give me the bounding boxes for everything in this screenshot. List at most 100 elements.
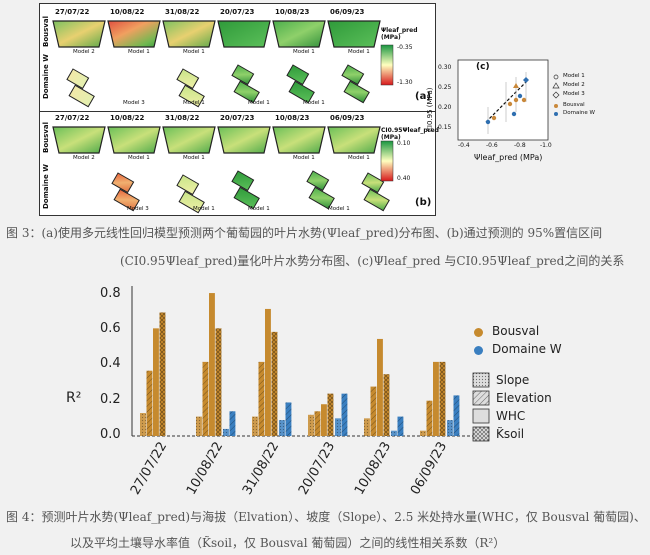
legend-label-ksoil: K̃soil — [496, 427, 525, 441]
panel-label-a: (a) — [415, 91, 431, 102]
model-label: Model 1 — [293, 49, 315, 55]
model-label: Model 1 — [348, 49, 370, 55]
model-label: Model 1 — [183, 155, 205, 161]
model-label: Model 1 — [303, 100, 325, 106]
bar-bousval-pattern — [140, 413, 146, 436]
bar-bousval-pattern — [196, 416, 202, 436]
bar-bousval-pattern — [433, 361, 439, 436]
x-tick: -1.0 — [540, 142, 552, 149]
bar-domaine-pattern — [285, 402, 292, 436]
bar-bousval-pattern — [153, 328, 159, 436]
y-tick: 0.25 — [438, 84, 452, 91]
figure-3: 27/07/22 10/08/22 31/08/22 20/07/23 10/0… — [39, 3, 439, 216]
bar-bousval-pattern — [370, 386, 377, 436]
legend-label: Model 3 — [563, 91, 585, 97]
y-axis-label: CI0.95 (MPa) — [426, 87, 434, 132]
bar-bousval-pattern — [377, 338, 383, 436]
date-label: 20/07/23 — [220, 8, 255, 16]
date-label: 06/09/23 — [330, 114, 365, 122]
bar-domaine-pattern — [335, 418, 341, 436]
bar-bousval-pattern — [364, 418, 370, 436]
bar-bousval-pattern — [308, 414, 314, 436]
y-axis-label: R² — [66, 390, 82, 406]
bar-domaine-pattern — [279, 420, 285, 436]
legend-label: Model 2 — [563, 82, 585, 88]
bar-bousval-pattern — [383, 374, 390, 436]
bar-bousval-pattern — [215, 328, 222, 436]
panel-c: (c) 0.30 0.25 0.20 0.15 -0.4 -0.6 -0.8 -… — [426, 52, 646, 170]
bar-bousval-pattern — [146, 370, 153, 436]
legend-label-whc: WHC — [496, 409, 526, 423]
y-tick-label: 0.4 — [100, 356, 121, 372]
y-tick: 0.15 — [438, 124, 452, 131]
model-label: Model 3 — [123, 100, 145, 106]
date-label: 20/07/23 — [220, 114, 255, 122]
legend-label-bousval: Bousval — [492, 324, 540, 338]
date-label: 10/08/23 — [275, 8, 310, 16]
model-label: Model 3 — [127, 206, 149, 212]
legend-label-slope: Slope — [496, 373, 530, 387]
bar-bousval-pattern — [258, 361, 265, 436]
bar-bousval-pattern — [271, 331, 278, 436]
date-label: 10/08/22 — [110, 8, 145, 16]
model-label: Model 1 — [293, 155, 315, 161]
date-label: 27/07/22 — [55, 8, 90, 16]
bar-bousval-pattern — [209, 293, 215, 436]
colorbar-tick: -0.35 — [397, 44, 413, 51]
bar-domaine-pattern — [223, 428, 229, 436]
row-label-domaine: Domaine W — [42, 54, 50, 99]
x-tick: -0.8 — [514, 142, 526, 149]
colorbar-title: CI0.95Ψleaf_pred (MPa) — [381, 127, 439, 141]
panel-label-c: (c) — [476, 62, 490, 72]
panel-divider — [40, 111, 435, 112]
bar-domaine-pattern — [453, 395, 460, 436]
bar-bousval-pattern — [426, 400, 433, 436]
panel-b-maps — [52, 126, 394, 214]
figure-4-caption-line2: 以及平均土壤导水率值（K̃soil，仅 Bousval 葡萄园）之间的线性相关系… — [70, 536, 506, 550]
colorbar-tick: -1.30 — [397, 79, 413, 86]
bar-domaine-pattern — [341, 393, 348, 436]
bar-bousval-pattern — [265, 308, 271, 436]
model-label: Model 1 — [248, 206, 270, 212]
bar-bousval-pattern — [314, 411, 321, 436]
figure-4: R² 0.0 0.2 0.4 0.6 0.8 27/07/22 10/08/22 31/08… — [60, 278, 650, 503]
legend-label: Model 1 — [563, 73, 585, 79]
bar-domaine-pattern — [447, 420, 453, 436]
x-tick: -0.6 — [486, 142, 498, 149]
legend-label-elevation: Elevation — [496, 391, 552, 405]
figure-3-caption-line1: 图 3：(a)使用多元线性回归模型预测两个葡萄园的叶片水势(Ψleaf_pred… — [6, 226, 603, 240]
bar-domaine-pattern — [229, 411, 236, 436]
date-label: 27/07/22 — [55, 114, 90, 122]
y-tick: 0.30 — [438, 64, 452, 71]
panel-label-b: (b) — [415, 197, 432, 208]
x-tick: -0.4 — [458, 142, 470, 149]
figure-3-caption-line2: (CI0.95Ψleaf_pred)量化叶片水势分布图、(c)Ψleaf_pre… — [120, 254, 625, 268]
panel-c-scatter — [457, 59, 560, 141]
date-label: 10/08/22 — [110, 114, 145, 122]
colorbar-title: Ψleaf_pred (MPa) — [381, 27, 418, 41]
date-label: 06/09/23 — [330, 8, 365, 16]
bar-bousval-pattern — [321, 404, 327, 436]
date-label: 10/08/23 — [275, 114, 310, 122]
model-label: Model 1 — [183, 49, 205, 55]
bar-bousval-pattern — [420, 430, 426, 436]
model-label: Model 1 — [348, 155, 370, 161]
panel-a: 27/07/22 10/08/22 31/08/22 20/07/23 10/0… — [42, 7, 431, 108]
y-tick: 0.20 — [438, 104, 452, 111]
bar-domaine-pattern — [397, 416, 404, 436]
y-tick-label: 0.8 — [100, 285, 121, 301]
legend-label-domaine: Domaine W — [492, 342, 562, 356]
y-tick-label: 0.2 — [100, 391, 121, 407]
model-label: Model 2 — [73, 49, 95, 55]
bar-bousval-pattern — [327, 393, 334, 436]
bar-bousval-pattern — [202, 361, 209, 436]
model-label: Model 1 — [183, 100, 205, 106]
y-tick-label: 0.0 — [100, 427, 121, 442]
bar-bousval-pattern — [252, 416, 258, 436]
bar-bousval-pattern — [159, 312, 166, 436]
date-label: 31/08/22 — [165, 8, 200, 16]
panel-b: 27/07/22 10/08/22 31/08/22 20/07/23 10/0… — [42, 113, 439, 214]
date-label: 31/08/22 — [165, 114, 200, 122]
legend-label: Bousval — [563, 102, 585, 108]
x-axis-label: Ψleaf_pred (MPa) — [474, 153, 543, 162]
